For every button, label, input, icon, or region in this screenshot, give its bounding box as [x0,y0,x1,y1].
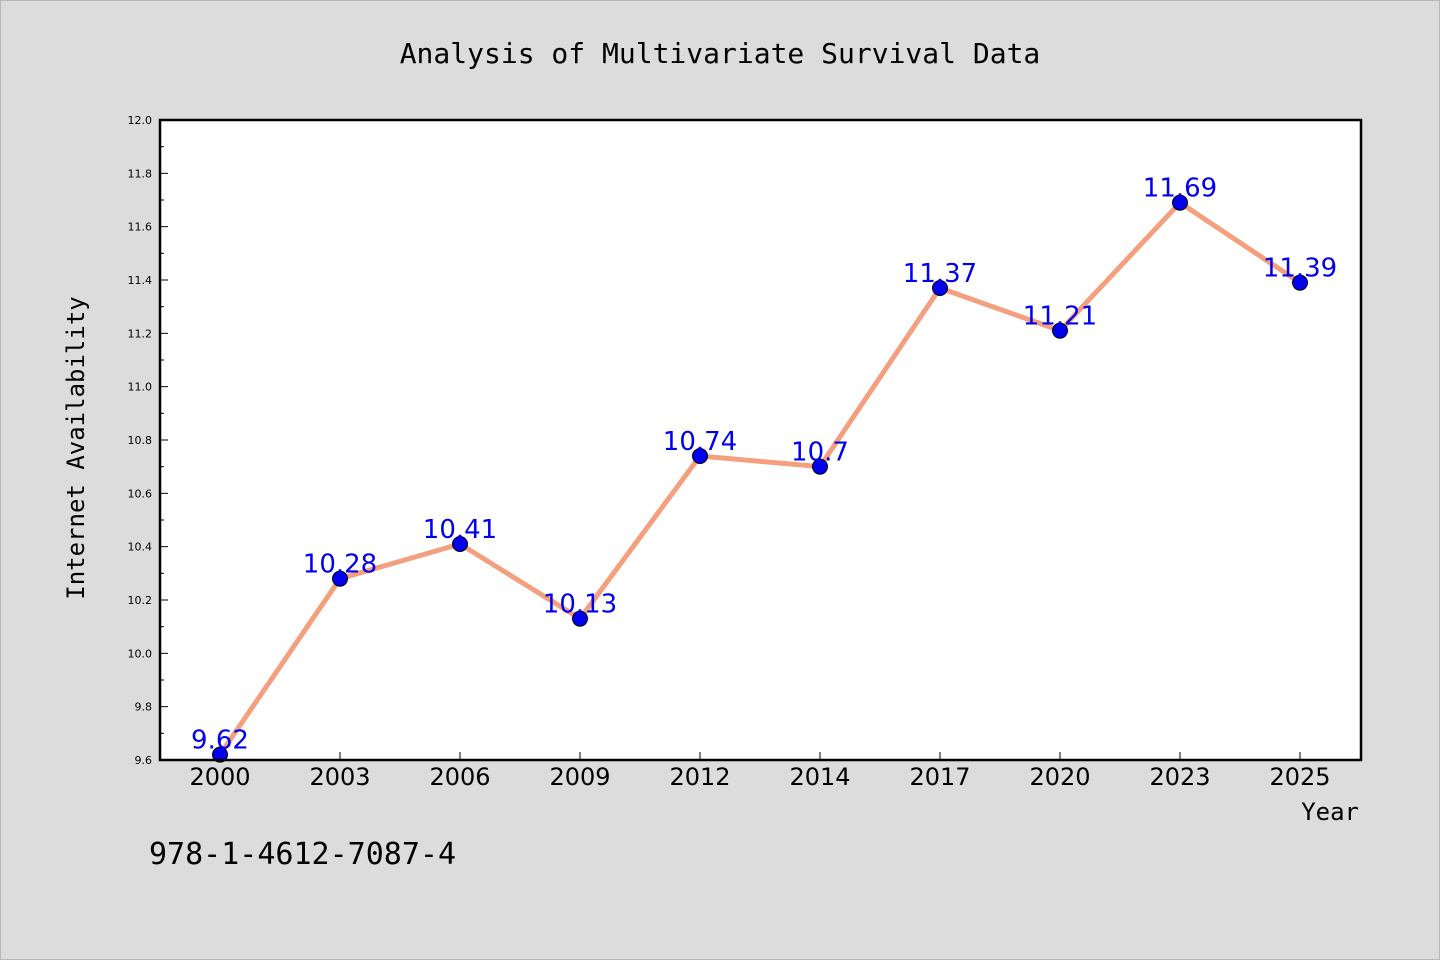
data-point [1172,194,1188,211]
y-tick-label: 9.6 [135,754,153,767]
chart-title: Analysis of Multivariate Survival Data [400,37,1041,70]
series-group [212,194,1308,763]
y-tick-label: 10.0 [128,647,153,660]
x-tick-label: 2023 [1149,763,1210,791]
data-label: 10.28 [303,550,377,580]
data-point [692,448,708,464]
y-axis-ticks: 9.6 9.8 10.0 10.2 10.4 10.6 10.8 11.0 11.2 11.4 11… [128,114,168,767]
data-labels: 9.62 10.28 10.41 10.13 10.74 10.7 11.37 11.21 11… [191,174,1337,756]
x-tick-label: 2025 [1269,763,1330,791]
x-tick-label: 2017 [909,763,970,791]
plot-frame [158,118,1363,762]
data-point [212,746,228,763]
data-point [1292,274,1308,291]
data-point [452,536,468,552]
x-tick-label: 2006 [429,763,490,791]
data-label: 11.39 [1263,254,1337,284]
y-tick-label: 11.6 [128,221,153,234]
x-tick-label: 2012 [669,763,730,791]
data-point [812,458,828,475]
y-tick-label: 12.0 [128,114,153,127]
y-tick-label: 11.4 [128,274,153,287]
data-label: 10.74 [663,427,737,457]
data-label: 10.7 [791,438,849,468]
x-tick-label: 2014 [789,763,850,791]
data-point [1052,322,1068,339]
x-tick-label: 2009 [549,763,610,791]
data-label: 9.62 [191,726,249,756]
data-point [572,610,588,627]
y-tick-label: 11.8 [128,167,153,180]
y-tick-label: 11.2 [128,327,153,340]
data-label: 11.69 [1143,174,1217,204]
plot-area [160,120,1361,760]
x-tick-label: 2020 [1029,763,1090,791]
y-tick-label: 10.4 [128,541,153,554]
y-tick-label: 10.2 [128,594,153,607]
y-axis-label: Internet Availability [62,296,90,599]
data-point [932,280,948,296]
y-tick-label: 10.6 [128,487,153,500]
x-axis-ticks: 2000 2003 2006 2009 2012 2014 2017 2020 2023 2025 [189,752,1331,791]
y-tick-label: 9.8 [135,701,153,714]
series-line [217,200,1303,758]
x-axis-label: Year [1301,798,1359,826]
data-label: 10.41 [423,515,497,545]
data-label: 11.37 [903,259,977,289]
data-point [332,570,348,587]
data-label: 10.13 [543,590,617,620]
x-tick-label: 2003 [309,763,370,791]
y-tick-label: 10.8 [128,434,153,447]
data-label: 11.21 [1023,302,1097,332]
y-tick-label: 11.0 [128,381,153,394]
isbn-text: 978-1-4612-7087-4 [149,837,456,872]
x-tick-label: 2000 [189,763,250,791]
